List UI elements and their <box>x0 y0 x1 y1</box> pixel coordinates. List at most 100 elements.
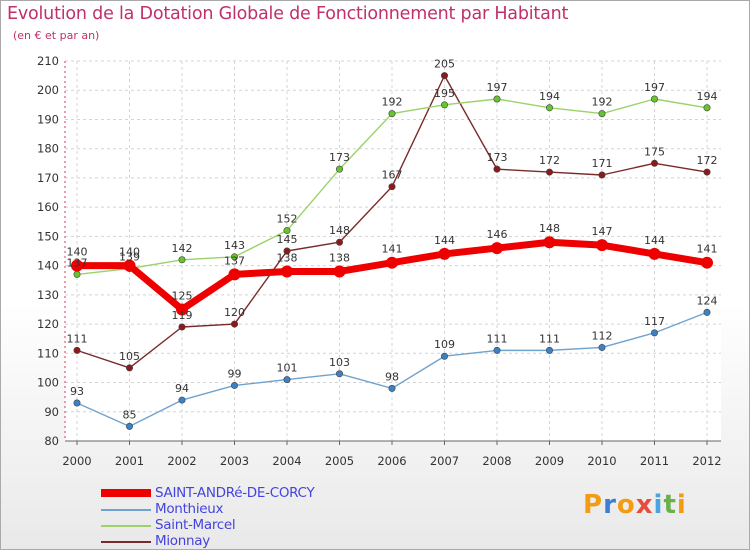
data-label: 125 <box>172 289 193 302</box>
data-point <box>283 247 291 255</box>
x-tick-label: 2007 <box>430 454 459 468</box>
data-label: 147 <box>592 225 613 238</box>
legend-swatch <box>101 489 151 497</box>
data-label: 98 <box>385 370 399 383</box>
logo-letter: x <box>635 490 654 520</box>
legend-item: Monthieux <box>101 501 401 517</box>
x-tick-label: 2001 <box>115 454 144 468</box>
y-tick-label: 140 <box>37 259 59 273</box>
y-tick-label: 200 <box>37 83 59 97</box>
x-tick-label: 2012 <box>692 454 721 468</box>
x-tick-label: 2010 <box>587 454 616 468</box>
y-tick-label: 110 <box>37 346 59 360</box>
data-label: 103 <box>329 356 350 369</box>
data-point <box>126 364 134 372</box>
y-tick-label: 180 <box>37 142 59 156</box>
data-point <box>648 247 661 260</box>
data-label: 85 <box>123 408 137 421</box>
data-label: 205 <box>434 58 455 71</box>
data-label: 195 <box>434 87 455 100</box>
data-label: 148 <box>329 224 350 237</box>
legend-item: Mionnay <box>101 533 401 549</box>
data-point <box>493 346 501 354</box>
data-label: 173 <box>487 151 508 164</box>
data-point <box>178 256 186 264</box>
data-point <box>701 256 713 269</box>
y-tick-label: 130 <box>37 288 59 302</box>
chart-subtitle: (en € et par an) <box>13 29 100 42</box>
x-tick-label: 2011 <box>640 454 669 468</box>
y-tick-label: 190 <box>37 112 59 126</box>
data-point <box>176 303 188 316</box>
data-label: 172 <box>539 154 560 167</box>
data-point <box>493 95 501 103</box>
data-label: 139 <box>119 251 140 264</box>
data-point <box>493 165 501 173</box>
legend-swatch <box>101 509 151 511</box>
legend-label: SAINT-ANDRé-DE-CORCY <box>155 485 315 501</box>
logo-letter: r <box>603 490 617 520</box>
data-point <box>71 259 83 272</box>
data-point <box>73 346 81 354</box>
y-tick-label: 100 <box>37 376 59 390</box>
data-label: 167 <box>382 169 403 182</box>
data-label: 141 <box>382 243 403 256</box>
data-point <box>231 381 239 389</box>
x-tick-label: 2003 <box>220 454 249 468</box>
data-label: 144 <box>434 234 455 247</box>
data-point <box>650 329 658 337</box>
data-point <box>650 95 658 103</box>
legend-label: Mionnay <box>155 533 210 549</box>
data-label: 138 <box>277 251 298 264</box>
x-tick-label: 2002 <box>167 454 196 468</box>
logo-letter: i <box>653 490 664 520</box>
chart-title: Evolution de la Dotation Globale de Fonc… <box>7 4 569 24</box>
logo-letter: t <box>663 490 677 520</box>
x-tick-label: 2000 <box>62 454 91 468</box>
data-point <box>73 270 81 278</box>
data-point <box>650 159 658 167</box>
data-point <box>388 384 396 392</box>
data-label: 111 <box>487 332 508 345</box>
legend-item: SAINT-ANDRé-DE-CORCY <box>101 485 401 501</box>
data-point <box>231 320 239 328</box>
logo-letter: i <box>676 490 687 520</box>
y-tick-label: 80 <box>44 434 59 448</box>
proxiti-logo: Proxiti <box>583 490 687 520</box>
data-label: 140 <box>119 246 140 259</box>
data-label: 171 <box>592 157 613 170</box>
data-label: 175 <box>644 145 665 158</box>
data-point <box>73 399 81 407</box>
data-label: 172 <box>697 154 718 167</box>
data-point <box>438 247 451 260</box>
y-tick-label: 210 <box>37 54 59 68</box>
legend-swatch <box>101 541 151 543</box>
data-label: 194 <box>697 90 718 103</box>
data-point <box>178 323 186 331</box>
chart-legend: SAINT-ANDRé-DE-CORCY Monthieux Saint-Marce… <box>101 485 401 549</box>
data-point <box>440 72 448 80</box>
data-label: 111 <box>539 332 560 345</box>
data-label: 143 <box>224 239 245 252</box>
data-label: 173 <box>329 151 350 164</box>
data-label: 144 <box>644 234 665 247</box>
logo-letter: o <box>616 490 636 520</box>
y-tick-label: 170 <box>37 171 59 185</box>
data-point <box>543 236 556 249</box>
data-label: 138 <box>329 251 350 264</box>
data-point <box>283 227 291 235</box>
data-point <box>283 376 291 384</box>
data-label: 99 <box>228 367 242 380</box>
data-label: 148 <box>539 222 560 235</box>
data-point <box>440 101 448 109</box>
plot-area <box>65 61 721 441</box>
data-label: 192 <box>382 96 403 109</box>
legend-item: Saint-Marcel <box>101 517 401 533</box>
data-point <box>491 242 503 255</box>
data-point <box>231 253 239 261</box>
data-label: 111 <box>67 332 88 345</box>
x-tick-label: 2006 <box>377 454 406 468</box>
data-label: 197 <box>487 81 508 94</box>
data-label: 94 <box>175 382 189 395</box>
